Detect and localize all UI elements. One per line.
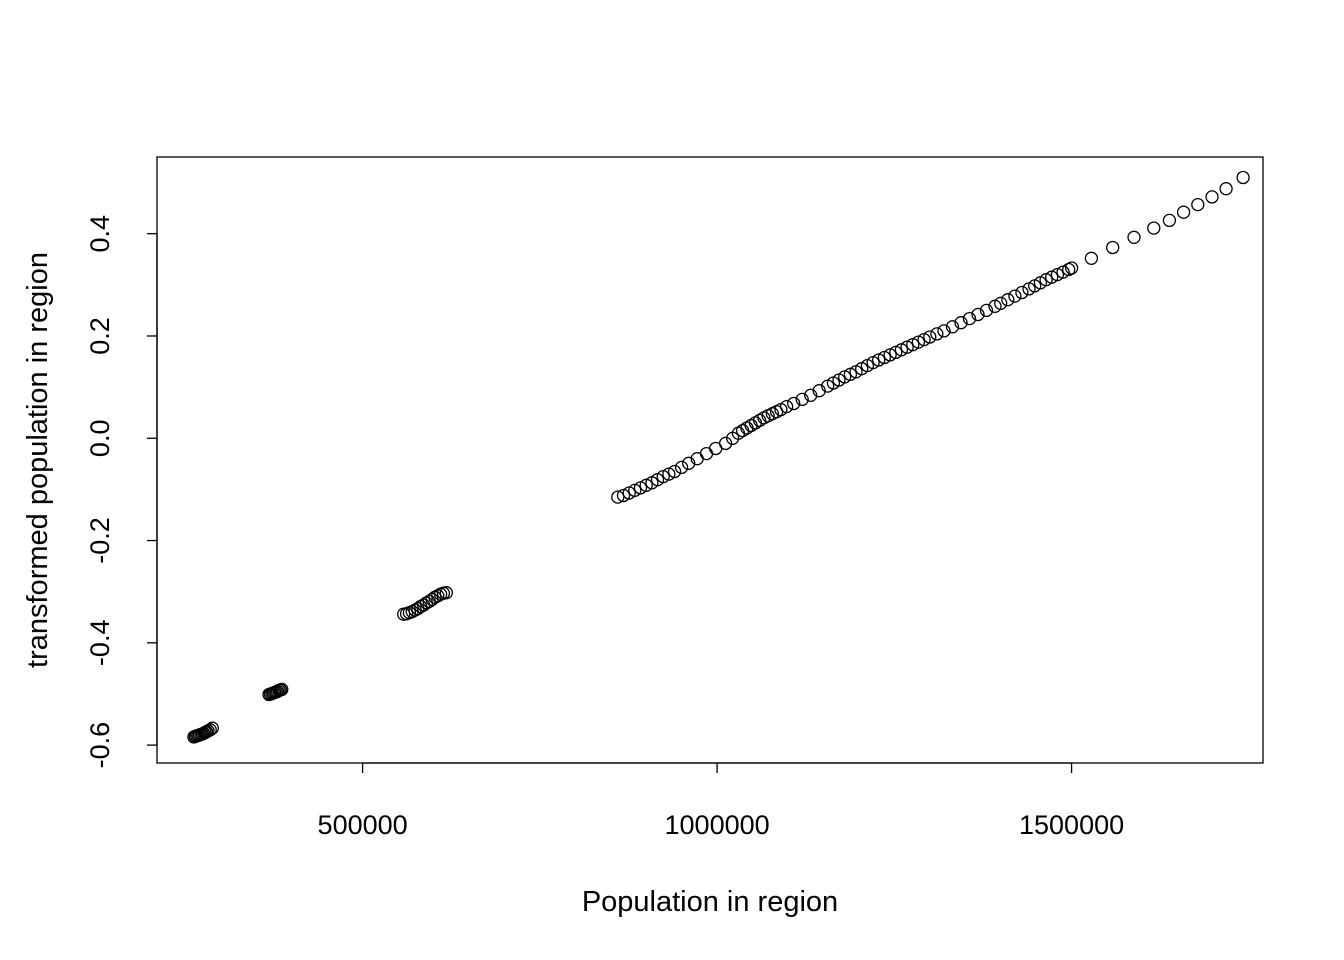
data-point [1127, 230, 1141, 244]
data-point [1064, 261, 1079, 275]
data-point [628, 483, 642, 498]
y-tick-label: -0.6 [85, 722, 115, 769]
data-point [1106, 240, 1120, 255]
data-point [1162, 213, 1177, 228]
data-point [812, 384, 826, 398]
data-point [962, 311, 977, 326]
data-point [682, 456, 696, 470]
data-point [718, 436, 733, 451]
data-point [1205, 190, 1219, 204]
data-point [203, 723, 217, 737]
data-point [872, 353, 886, 367]
y-tick-label: -0.4 [85, 620, 115, 667]
data-point [900, 340, 914, 354]
plot-frame [156, 156, 1264, 764]
data-point [994, 296, 1008, 310]
data-point [667, 464, 682, 479]
data-point [616, 488, 631, 503]
data-point [205, 721, 219, 735]
data-point [954, 316, 968, 330]
y-tick-label: -0.2 [85, 517, 115, 564]
data-points [187, 170, 1250, 744]
x-axis: 500000 1000000 1500000 [318, 762, 1124, 840]
data-point [1062, 262, 1076, 277]
data-point [639, 478, 653, 492]
data-point [1001, 293, 1015, 307]
data-point [1147, 221, 1161, 235]
data-point [744, 418, 758, 433]
data-point [1008, 289, 1022, 303]
x-tick-label: 500000 [318, 810, 408, 840]
data-point [1176, 205, 1191, 219]
y-tick-label: 0.4 [85, 215, 115, 253]
data-point [779, 399, 794, 414]
data-point [979, 303, 994, 318]
y-tick-label: 0.2 [85, 317, 115, 355]
data-point [735, 423, 750, 438]
data-point [937, 324, 951, 338]
data-point [930, 327, 944, 341]
data-point [275, 682, 289, 697]
data-point [945, 320, 960, 334]
data-point [1219, 182, 1233, 196]
y-axis: -0.6 -0.4 -0.2 0.0 0.2 0.4 [85, 215, 158, 769]
data-point [795, 392, 809, 407]
data-point [740, 421, 754, 435]
data-point [1191, 197, 1205, 212]
data-point [1015, 285, 1029, 300]
y-tick-label: 0.0 [85, 420, 115, 458]
data-point [656, 469, 670, 484]
data-point [748, 416, 763, 430]
y-axis-label: transformed population in region [22, 252, 54, 668]
data-point [674, 460, 689, 475]
x-axis-label: Population in region [582, 886, 838, 918]
data-point [883, 348, 897, 362]
data-point [787, 396, 801, 411]
data-point [1050, 267, 1065, 282]
data-point [1236, 170, 1250, 185]
data-point [971, 307, 985, 322]
data-point [699, 446, 714, 461]
data-point [439, 586, 453, 600]
data-point [1084, 251, 1099, 265]
data-point [911, 335, 926, 349]
data-point [804, 388, 818, 402]
data-point [923, 330, 937, 344]
data-point [611, 490, 625, 504]
x-tick-label: 1000000 [665, 810, 770, 840]
x-tick-label: 1500000 [1019, 810, 1124, 840]
